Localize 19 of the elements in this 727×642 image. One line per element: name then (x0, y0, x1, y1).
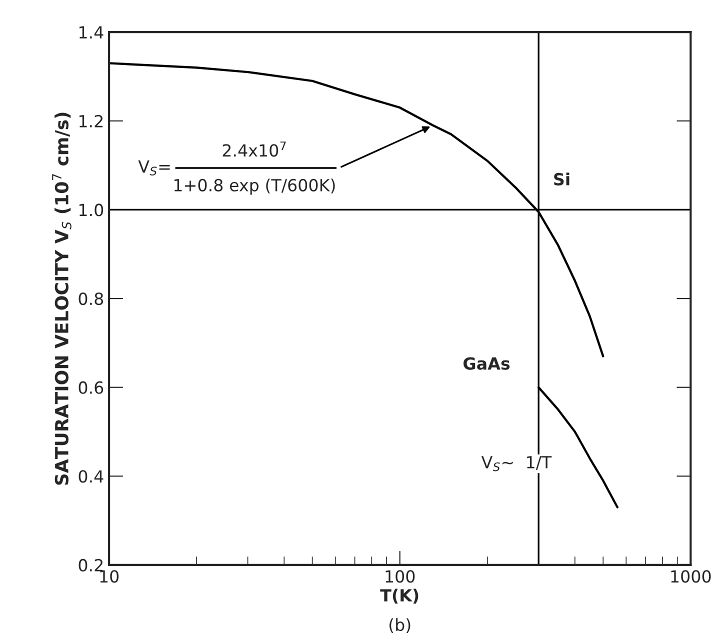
y-tick-label: 0.6 (78, 381, 104, 394)
series-label: Si (554, 172, 570, 186)
text: GaAs (464, 357, 510, 370)
y-tick-label: 1.2 (80, 114, 103, 128)
y-tick-label: 0.8 (78, 292, 104, 306)
y-tick-label: 1.0 (80, 204, 104, 216)
x-tick-label: 100 (386, 570, 415, 583)
annotation: V$_{S}$∼ 1/T (481, 456, 552, 472)
x-axis-title: T(K) (380, 588, 418, 604)
y-tick-label: 0.4 (78, 470, 104, 483)
annotation: V$_{S}$= (138, 160, 170, 176)
y-axis-title: SATURATION VELOCITY V$_{S}$ (10$^{7}$ cm/s) (52, 112, 72, 485)
x-tick-label: 10 (100, 570, 119, 583)
x-tick-label: 1000 (671, 570, 711, 583)
annotation: 2.4x10$^{7}$ (222, 142, 286, 157)
text: (b) (389, 618, 410, 634)
annotation: 1+0.8 exp (T/600K) (174, 178, 335, 195)
y-tick-label: 0.2 (78, 558, 103, 572)
y-tick-label: 1.4 (80, 26, 104, 38)
